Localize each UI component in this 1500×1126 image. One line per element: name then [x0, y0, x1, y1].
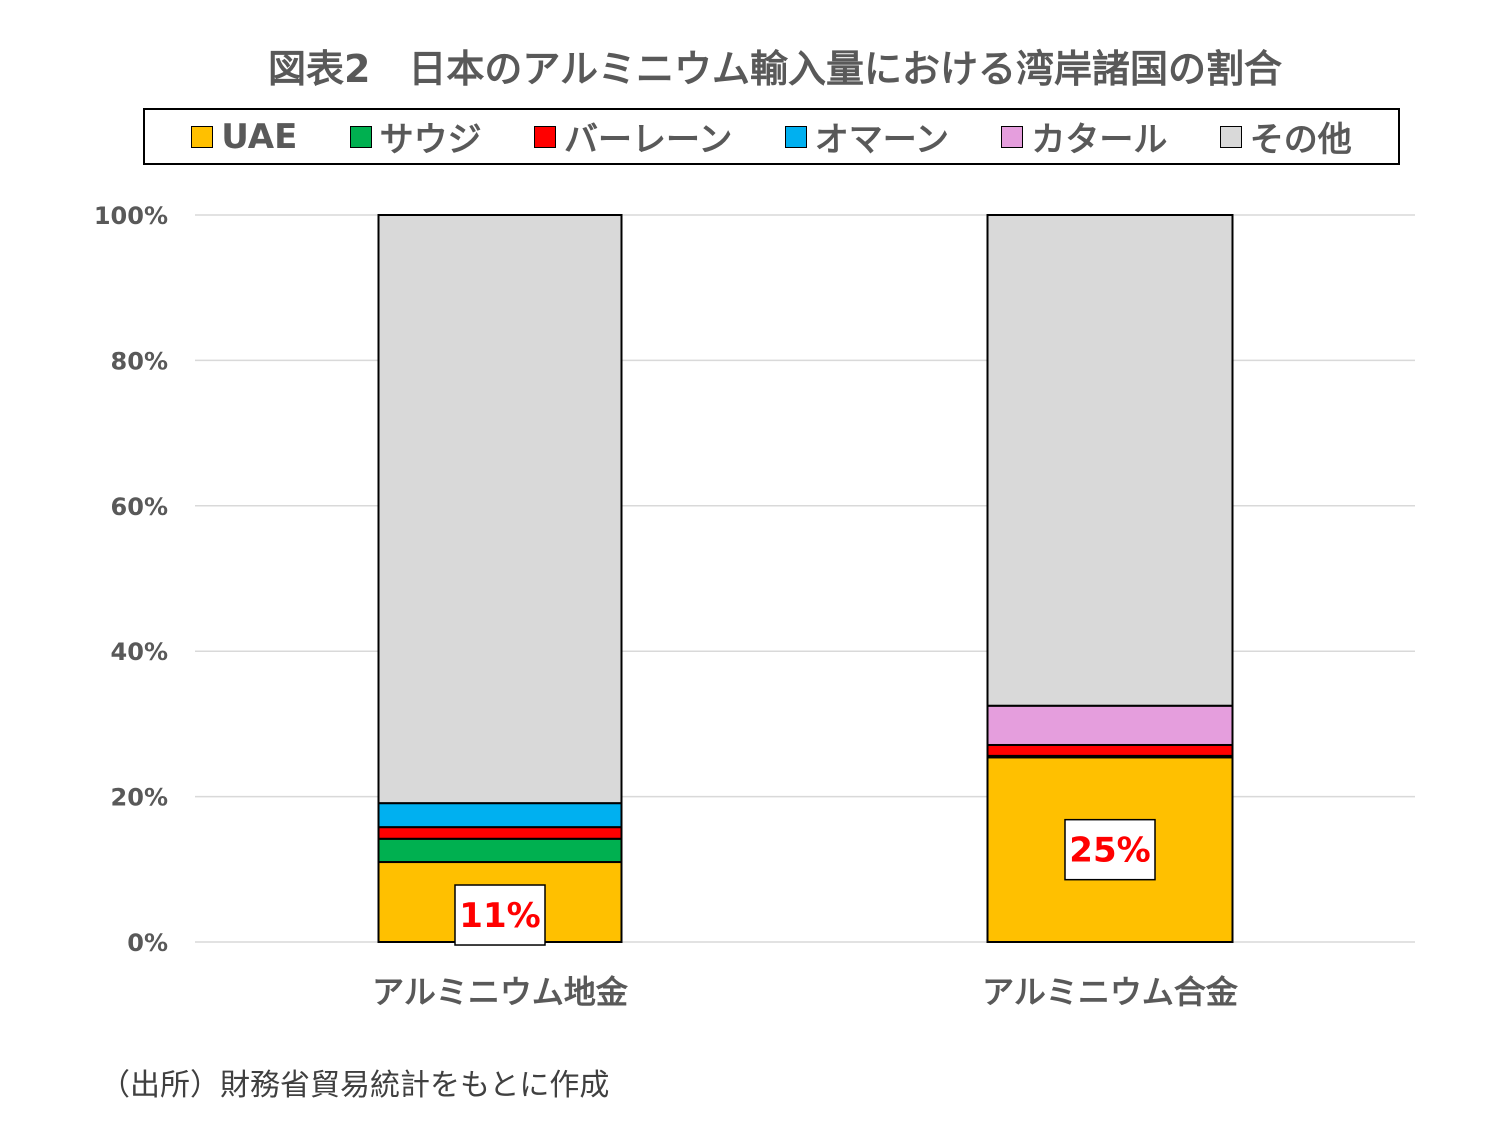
legend-item: オマーン [784, 112, 950, 161]
data-label-box [454, 884, 546, 946]
legend-label: UAE [221, 116, 298, 157]
y-tick-label: 20% [111, 784, 168, 812]
x-tick-label: アルミニウム地金 [372, 973, 629, 1011]
y-tick-label: 0% [127, 929, 168, 957]
chart-title: 図表2 日本のアルミニウム輸入量における湾岸諸国の割合 [267, 47, 1283, 91]
source-note: （出所）財務省貿易統計をもとに作成 [100, 1068, 610, 1103]
legend-swatch [349, 125, 372, 148]
data-label: 11% [459, 896, 540, 936]
y-tick-label: 40% [111, 638, 168, 666]
y-tick-label: 100% [94, 202, 168, 230]
legend-label: バーレーン [564, 120, 733, 160]
y-tick-label: 80% [111, 347, 168, 375]
legend-label: サウジ [379, 120, 482, 160]
legend-item: UAE [191, 117, 297, 157]
data-label: 25% [1069, 831, 1150, 871]
y-tick-label: 60% [111, 493, 168, 521]
bar-segment [986, 704, 1234, 746]
bar-segment [986, 743, 1234, 757]
bar-segment [377, 214, 623, 805]
legend-swatch [534, 125, 557, 148]
legend: UAE サウジ バーレーン オマーン カタール その他 [143, 108, 1400, 165]
legend-swatch [784, 125, 807, 148]
x-tick-label: アルミニウム合金 [982, 973, 1239, 1011]
legend-item: カタール [1001, 112, 1167, 161]
data-label-box [1064, 818, 1156, 881]
legend-swatch [1001, 125, 1024, 148]
legend-label: その他 [1249, 120, 1352, 160]
legend-item: バーレーン [534, 112, 732, 161]
legend-item: サウジ [349, 112, 482, 161]
bar-segment [377, 802, 623, 829]
bar-segment [377, 837, 623, 864]
legend-item: その他 [1219, 112, 1352, 161]
legend-swatch [191, 125, 214, 148]
bar-segment [377, 826, 623, 840]
legend-swatch [1219, 125, 1242, 148]
bar-segment [986, 214, 1234, 707]
legend-label: オマーン [814, 120, 950, 160]
legend-label: カタール [1031, 120, 1168, 160]
